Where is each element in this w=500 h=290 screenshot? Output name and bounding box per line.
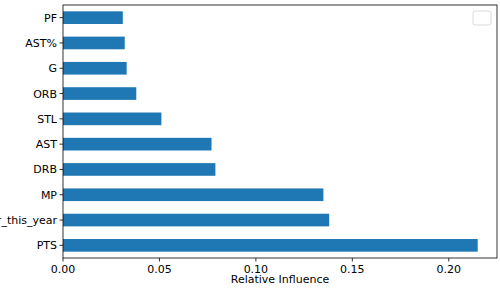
- bar: [63, 214, 329, 227]
- bar: [63, 239, 478, 252]
- y-tick-label: AST: [36, 138, 58, 151]
- x-tick-label: 0.00: [51, 263, 76, 276]
- y-tick-label: G: [48, 62, 57, 75]
- y-tick: [60, 220, 64, 221]
- x-tick: [63, 258, 64, 262]
- y-tick-label: STL: [37, 113, 58, 126]
- bar: [63, 138, 212, 151]
- bar: [63, 188, 323, 201]
- y-tick-label: all_star_this_year: [0, 214, 57, 227]
- y-tick-label: ORB: [33, 88, 57, 101]
- bar: [63, 11, 123, 24]
- x-tick: [448, 258, 449, 262]
- y-tick-label: DRB: [33, 163, 57, 176]
- x-tick: [352, 258, 353, 262]
- plot-frame: [63, 5, 497, 258]
- y-tick-label: MP: [41, 189, 57, 202]
- chart-container: 0.000.050.100.150.20PTSall_star_this_yea…: [0, 0, 500, 290]
- y-tick-label: AST%: [25, 37, 57, 50]
- bars: [63, 11, 478, 251]
- x-tick-label: 0.15: [340, 263, 365, 276]
- x-axis-label: Relative Influence: [231, 273, 330, 286]
- y-tick: [60, 144, 64, 145]
- legend-box: [473, 11, 491, 25]
- y-tick-label: PF: [44, 12, 57, 25]
- y-tick-label: PTS: [37, 239, 57, 252]
- bar: [63, 113, 161, 126]
- x-tick: [255, 258, 256, 262]
- bar: [63, 37, 125, 50]
- x-tick: [159, 258, 160, 262]
- chart-svg: 0.000.050.100.150.20PTSall_star_this_yea…: [0, 0, 500, 290]
- bar: [63, 163, 215, 176]
- y-tick: [60, 68, 64, 69]
- y-tick: [60, 17, 64, 18]
- x-tick-label: 0.20: [437, 263, 462, 276]
- y-tick: [60, 194, 64, 195]
- y-tick: [60, 169, 64, 170]
- x-tick-label: 0.05: [147, 263, 172, 276]
- y-tick: [60, 93, 64, 94]
- bar: [63, 87, 136, 100]
- y-tick: [60, 245, 64, 246]
- bar: [63, 62, 127, 75]
- y-tick: [60, 118, 64, 119]
- y-tick: [60, 42, 64, 43]
